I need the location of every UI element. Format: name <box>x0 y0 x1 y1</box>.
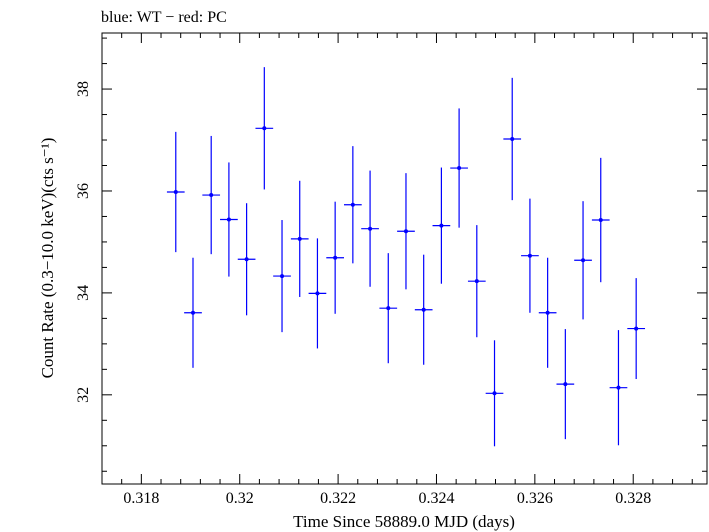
point-marker <box>209 193 214 198</box>
x-tick-label: 0.324 <box>418 490 454 507</box>
x-tick-label: 0.32 <box>226 490 254 507</box>
plot-frame <box>101 32 708 485</box>
y-tick-label: 32 <box>75 387 92 403</box>
point-marker <box>350 202 355 207</box>
data-point <box>184 257 202 368</box>
point-marker <box>297 236 302 241</box>
point-marker <box>439 223 444 228</box>
point-marker <box>474 279 479 284</box>
data-point <box>591 157 610 283</box>
data-point <box>609 330 628 446</box>
data-point <box>344 146 362 264</box>
data-point <box>202 135 221 255</box>
point-marker <box>510 136 515 141</box>
point-marker <box>368 226 373 231</box>
axis-ticks: 0.318 0.32 0.322 0.324 0.326 0.328 32 34 36 38 <box>75 33 707 507</box>
x-tick-label: 0.318 <box>123 490 159 507</box>
point-marker <box>598 218 603 223</box>
point-marker <box>262 126 267 131</box>
point-marker <box>173 189 178 194</box>
point-marker <box>333 255 338 260</box>
data-points <box>166 67 646 447</box>
data-point <box>326 201 344 314</box>
data-point <box>627 278 646 380</box>
point-marker <box>315 291 320 296</box>
x-axis-label: Time Since 58889.0 MJD (days) <box>293 512 515 531</box>
data-point <box>255 67 274 190</box>
point-marker <box>421 307 426 312</box>
x-tick-label: 0.326 <box>517 490 553 507</box>
point-marker <box>563 382 568 387</box>
data-point <box>538 257 557 368</box>
y-tick-label: 34 <box>75 285 92 301</box>
point-marker <box>616 385 621 390</box>
y-tick-label: 36 <box>75 183 92 199</box>
data-point <box>397 173 415 290</box>
point-marker <box>527 253 532 258</box>
point-marker <box>545 310 550 315</box>
x-tick-label: 0.322 <box>320 490 356 507</box>
x-tick-label: 0.328 <box>615 490 651 507</box>
data-point <box>290 180 309 297</box>
data-point <box>574 201 592 320</box>
data-point <box>485 340 504 447</box>
data-point <box>379 253 398 364</box>
data-point <box>166 131 185 253</box>
data-point <box>450 108 468 228</box>
y-axis-label: Count Rate (0.3−10.0 keV)(cts s⁻¹) <box>38 138 57 379</box>
data-point <box>414 254 433 365</box>
point-marker <box>190 310 195 315</box>
point-marker <box>634 326 639 331</box>
point-marker <box>386 306 391 311</box>
point-marker <box>403 229 408 234</box>
data-point <box>308 238 327 349</box>
point-marker <box>492 391 497 396</box>
data-point <box>220 162 238 277</box>
data-point <box>237 203 256 316</box>
data-point <box>432 167 451 284</box>
data-point <box>467 225 486 338</box>
chart-title: blue: WT − red: PC <box>101 9 227 26</box>
point-marker <box>226 217 231 222</box>
point-marker <box>244 257 249 262</box>
point-marker <box>280 274 285 279</box>
data-point <box>521 198 539 313</box>
data-point <box>503 77 522 201</box>
point-marker <box>581 258 586 263</box>
y-tick-label: 38 <box>75 81 92 97</box>
point-marker <box>457 166 462 171</box>
data-point <box>361 170 379 287</box>
data-point <box>273 220 291 333</box>
data-point <box>556 329 575 440</box>
